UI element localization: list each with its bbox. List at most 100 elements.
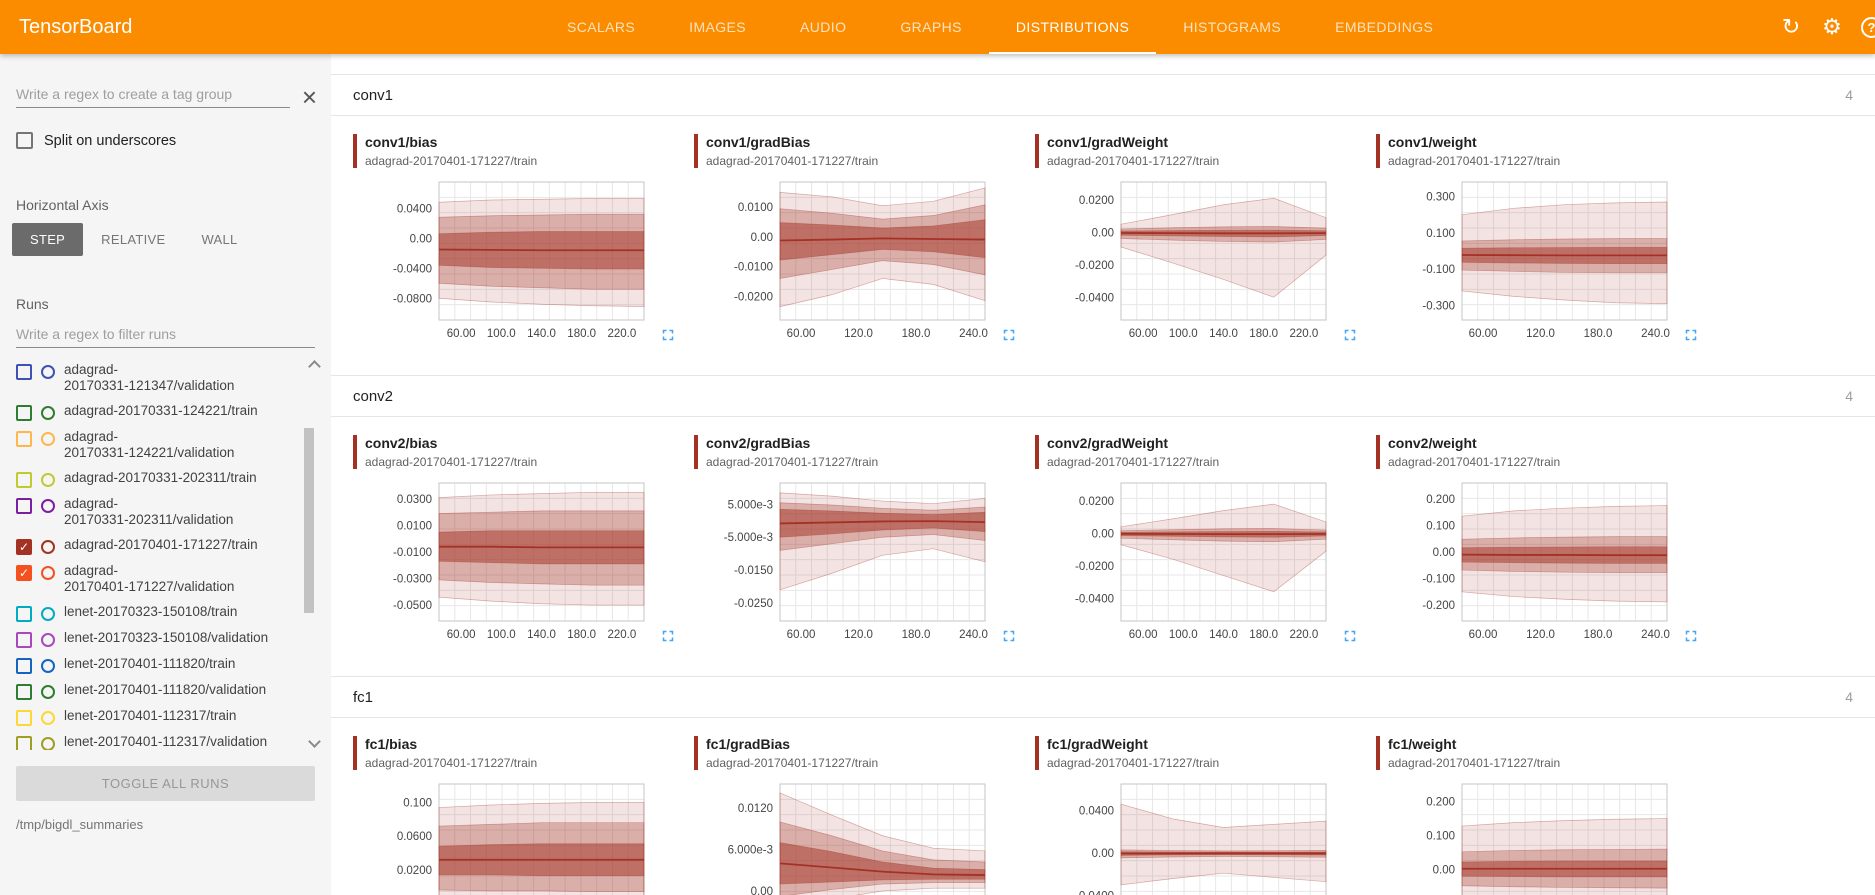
distribution-plot[interactable]: 0.1000.06000.0200-0.020060.00100.0140.01… <box>353 778 654 895</box>
run-color-bar <box>1035 134 1039 168</box>
run-checkbox[interactable] <box>16 709 32 726</box>
split-underscores-row[interactable]: Split on underscores <box>16 132 315 149</box>
chart-title-block: conv2/gradBias adagrad-20170401-171227/tr… <box>706 435 878 469</box>
run-checkbox[interactable] <box>16 605 32 622</box>
distribution-plot[interactable]: 0.0400 0.00 -0.0400 -0.0800 60.00 100.0 140.0 1… <box>353 176 654 344</box>
chart-run-name: adagrad-20170401-171227/train <box>1047 454 1220 469</box>
run-checkbox[interactable] <box>16 631 32 648</box>
section-header[interactable]: fc1 4 <box>331 676 1875 718</box>
run-color-radio[interactable] <box>41 565 55 580</box>
run-list-item[interactable]: adagrad-20170331-124221/train <box>16 399 297 425</box>
distribution-plot[interactable]: 0.0200 0.00 -0.0200 -0.0400 60.00 100.0 140.0 1… <box>1035 477 1336 645</box>
run-color-radio[interactable] <box>41 606 55 621</box>
tab-audio[interactable]: AUDIO <box>800 19 847 35</box>
fullscreen-icon[interactable] <box>658 627 678 647</box>
fullscreen-icon[interactable] <box>1340 326 1360 346</box>
distribution-plot[interactable]: 0.04000.00-0.040060.00100.0140.0180.0220… <box>1035 778 1336 895</box>
run-color-radio[interactable] <box>41 405 55 420</box>
run-checkbox[interactable] <box>16 364 32 380</box>
run-color-radio[interactable] <box>41 365 55 379</box>
distribution-plot[interactable]: 5.000e-3 -5.000e-3 -0.0150 -0.0250 60.00 120.… <box>694 477 995 645</box>
tab-embeddings[interactable]: EMBEDDINGS <box>1335 19 1434 35</box>
run-checkbox[interactable] <box>16 497 32 514</box>
section-header[interactable]: conv2 4 <box>331 375 1875 417</box>
settings-icon[interactable]: ⚙ <box>1822 14 1842 39</box>
run-list-item[interactable]: adagrad- 20170331-124221/validation <box>16 425 297 466</box>
tab-graphs[interactable]: GRAPHS <box>900 19 962 35</box>
section-header[interactable]: conv1 4 <box>331 74 1875 116</box>
tab-distributions[interactable]: DISTRIBUTIONS <box>989 0 1156 54</box>
run-color-radio[interactable] <box>41 431 55 446</box>
fullscreen-icon[interactable] <box>1340 627 1360 647</box>
run-list-item[interactable]: ✓ adagrad- 20170401-171227/validation <box>16 559 297 600</box>
fullscreen-icon[interactable] <box>999 326 1019 346</box>
svg-text:0.0120: 0.0120 <box>738 803 773 815</box>
distribution-plot[interactable]: 0.0300 0.0100 -0.0100 -0.0300 -0.0500 60.00 10… <box>353 477 654 645</box>
run-checkbox[interactable] <box>16 430 32 447</box>
svg-text:240.0: 240.0 <box>959 328 988 340</box>
axis-button-wall[interactable]: WALL <box>183 223 255 256</box>
run-list-item[interactable]: lenet-20170401-112317/validation <box>16 730 297 750</box>
svg-text:-0.0200: -0.0200 <box>1075 260 1114 272</box>
run-color-radio[interactable] <box>41 684 55 699</box>
fullscreen-icon[interactable] <box>658 326 678 346</box>
run-checkbox[interactable] <box>16 657 32 674</box>
run-list-item[interactable]: ✓ adagrad-20170401-171227/train <box>16 533 297 559</box>
svg-text:-0.0300: -0.0300 <box>393 574 432 586</box>
chart-title-block: conv1/bias adagrad-20170401-171227/train <box>365 134 537 168</box>
run-list-item[interactable]: lenet-20170401-111820/validation <box>16 678 297 704</box>
distribution-plot[interactable]: 0.200 0.100 0.00 -0.100 -0.200 60.00 120.0 180.… <box>1376 477 1677 645</box>
run-checkbox[interactable] <box>16 471 32 488</box>
run-checkbox[interactable] <box>16 735 32 750</box>
run-color-bar <box>694 435 698 469</box>
run-checkbox[interactable] <box>16 404 32 421</box>
toggle-all-runs-button[interactable]: TOGGLE ALL RUNS <box>16 766 315 801</box>
axis-button-relative[interactable]: RELATIVE <box>83 223 183 256</box>
run-list-item[interactable]: lenet-20170323-150108/train <box>16 600 297 626</box>
svg-text:60.00: 60.00 <box>1129 328 1158 340</box>
run-color-radio[interactable] <box>41 632 55 647</box>
close-icon[interactable]: × <box>301 82 317 113</box>
run-label: adagrad-20170401-171227/train <box>64 536 258 552</box>
chevron-down-icon[interactable] <box>308 735 321 748</box>
run-checkbox[interactable] <box>16 683 32 700</box>
run-color-radio[interactable] <box>41 710 55 725</box>
run-list-item[interactable]: lenet-20170323-150108/validation <box>16 626 297 652</box>
run-color-radio[interactable] <box>41 658 55 673</box>
chart-title-block: fc1/gradBias adagrad-20170401-171227/trai… <box>706 736 878 770</box>
fullscreen-icon[interactable] <box>999 627 1019 647</box>
help-icon[interactable]: ? <box>1861 16 1875 38</box>
split-underscores-checkbox[interactable] <box>16 132 33 149</box>
axis-button-step[interactable]: STEP <box>12 223 84 256</box>
distribution-plot[interactable]: 0.0100 0.00 -0.0100 -0.0200 60.00 120.0 180.0 2… <box>694 176 995 344</box>
chart-run-name: adagrad-20170401-171227/train <box>365 153 538 168</box>
tab-scalars[interactable]: SCALARS <box>567 19 636 35</box>
fullscreen-icon[interactable] <box>1681 326 1701 346</box>
tag-filter-input[interactable] <box>16 80 290 108</box>
run-checkbox[interactable]: ✓ <box>16 538 32 555</box>
chart-title: conv1/gradWeight <box>1047 134 1169 150</box>
run-color-radio[interactable] <box>41 539 55 554</box>
distribution-plot[interactable]: 0.0200 0.00 -0.0200 -0.0400 60.00 100.0 140.0 1… <box>1035 176 1336 344</box>
distribution-plot[interactable]: 0.300 0.100 -0.100 -0.300 60.00 120.0 180.0 240… <box>1376 176 1677 344</box>
run-color-radio[interactable] <box>41 498 55 513</box>
run-color-radio[interactable] <box>41 736 55 750</box>
run-checkbox[interactable]: ✓ <box>16 564 32 581</box>
run-list-item[interactable]: lenet-20170401-112317/train <box>16 704 297 730</box>
refresh-icon[interactable]: ↻ <box>1781 14 1801 39</box>
fullscreen-icon[interactable] <box>1681 627 1701 647</box>
run-filter-input[interactable] <box>16 320 315 348</box>
run-list-scrollbar[interactable] <box>304 428 314 613</box>
chevron-up-icon[interactable] <box>308 360 321 373</box>
run-color-radio[interactable] <box>41 472 55 487</box>
chart-title: conv2/gradBias <box>706 435 811 451</box>
run-list-item[interactable]: lenet-20170401-111820/train <box>16 652 297 678</box>
tab-histograms[interactable]: HISTOGRAMS <box>1183 19 1282 35</box>
run-list-item[interactable]: adagrad-20170331-202311/train <box>16 466 297 492</box>
run-list-item[interactable]: adagrad- 20170331-121347/validation <box>16 358 297 399</box>
tab-images[interactable]: IMAGES <box>689 19 747 35</box>
chart-card: fc1/bias adagrad-20170401-171227/train 0.1… <box>353 736 694 895</box>
run-list-item[interactable]: adagrad- 20170331-202311/validation <box>16 492 297 533</box>
